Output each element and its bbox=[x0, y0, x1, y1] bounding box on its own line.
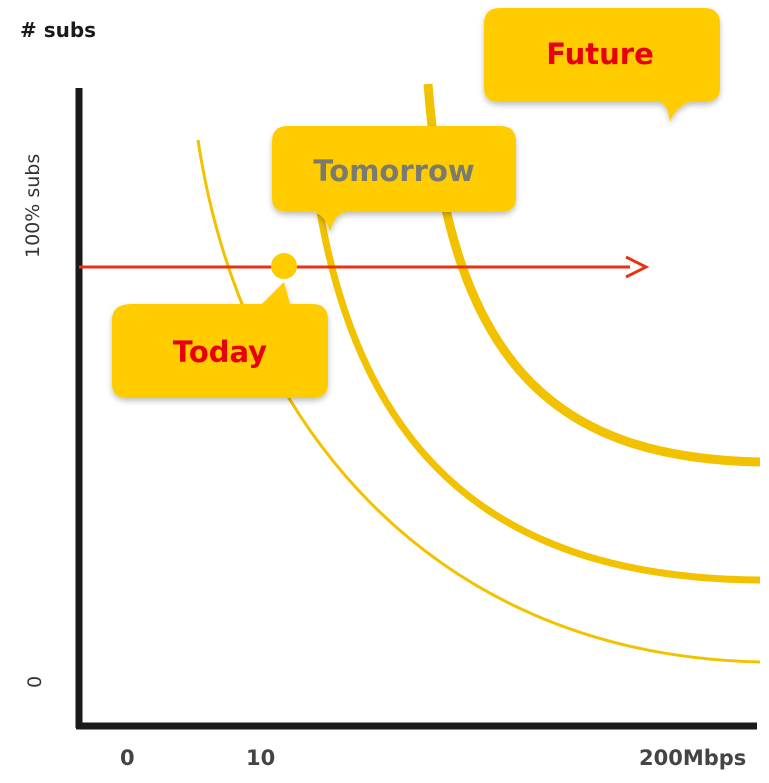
today-bubble bbox=[112, 282, 328, 398]
x-axis-tick-label: 200Mbps bbox=[639, 746, 747, 770]
future-bubble bbox=[484, 8, 720, 122]
tomorrow-bubble bbox=[272, 126, 516, 232]
future-label: Future bbox=[546, 37, 654, 71]
today-label: Today bbox=[173, 335, 267, 369]
x-axis-tick-label: 0 bbox=[120, 746, 135, 770]
today-marker-dot bbox=[271, 253, 297, 279]
today-curve bbox=[196, 139, 761, 664]
x-axis-tick-label: 10 bbox=[246, 746, 276, 770]
tomorrow-curve bbox=[314, 199, 761, 584]
tomorrow-label: Tomorrow bbox=[313, 154, 474, 188]
y-axis-top-label: 100% subs bbox=[22, 153, 44, 258]
y-axis-title: # subs bbox=[20, 18, 97, 42]
y-axis-bottom-label: 0 bbox=[24, 675, 46, 688]
arrow-head-icon bbox=[625, 255, 650, 279]
